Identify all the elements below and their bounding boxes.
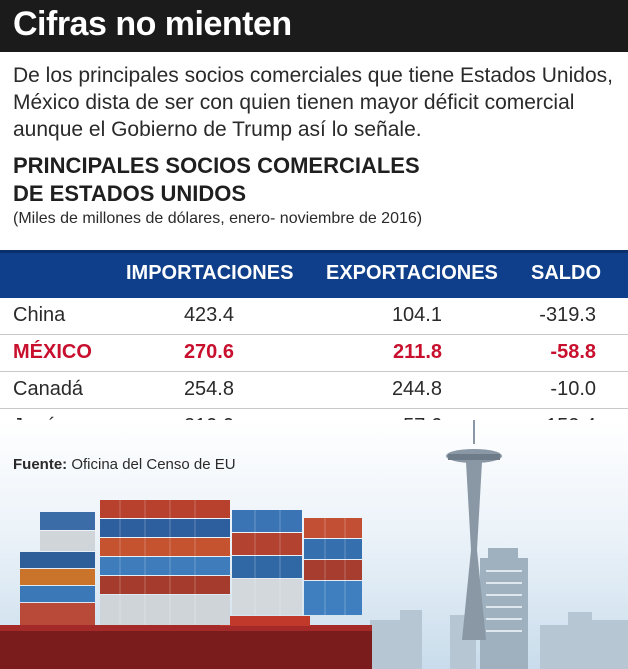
imports-value: 270.6	[183, 341, 234, 363]
exports-value: 104.1	[391, 304, 442, 326]
table-row-china: China 423.4 104.1 -319.3	[0, 298, 628, 335]
table-row-mexico: MÉXICO 270.6 211.8 -58.8	[0, 335, 628, 372]
country-name: Canadá	[13, 378, 84, 400]
imports-value: 254.8	[183, 378, 234, 400]
imports-value: 423.4	[183, 304, 234, 326]
table-title-line-2: DE ESTADOS UNIDOS	[13, 181, 247, 206]
exports-value: 211.8	[393, 341, 442, 363]
exports-value: 244.8	[391, 378, 442, 400]
balance-value: -58.8	[550, 341, 596, 363]
table-title: PRINCIPALES SOCIOS COMERCIALES DE ESTADO…	[13, 152, 573, 208]
intro-text: De los principales socios comerciales qu…	[13, 64, 613, 141]
header-bar: Cifras no mienten	[0, 0, 628, 52]
table-header: IMPORTACIONES EXPORTACIONES SALDO	[0, 250, 628, 298]
city-skyline	[370, 610, 628, 669]
units-note: (Miles de millones de dólares, enero- no…	[13, 210, 423, 227]
source-label: Fuente:	[13, 456, 68, 473]
country-name: China	[13, 304, 66, 326]
source-text: Oficina del Censo de EU	[71, 456, 236, 473]
port-skyline-illustration	[0, 420, 628, 669]
container-stacks	[20, 500, 362, 625]
ship-hull	[0, 616, 372, 669]
table-row-canada: Canadá 254.8 244.8 -10.0	[0, 372, 628, 409]
container-ridges	[119, 500, 346, 625]
column-header-imports: IMPORTACIONES	[126, 262, 294, 284]
space-needle	[446, 420, 502, 640]
source-note: Fuente: Oficina del Censo de EU	[13, 456, 236, 473]
column-header-exports: EXPORTACIONES	[326, 262, 498, 284]
balance-value: -10.0	[550, 378, 596, 400]
tall-building	[480, 548, 528, 669]
page-title: Cifras no mienten	[13, 5, 292, 43]
country-name: MÉXICO	[13, 341, 92, 363]
column-header-balance: SALDO	[531, 262, 601, 284]
balance-value: -319.3	[539, 304, 596, 326]
table-title-line-1: PRINCIPALES SOCIOS COMERCIALES	[13, 153, 420, 178]
